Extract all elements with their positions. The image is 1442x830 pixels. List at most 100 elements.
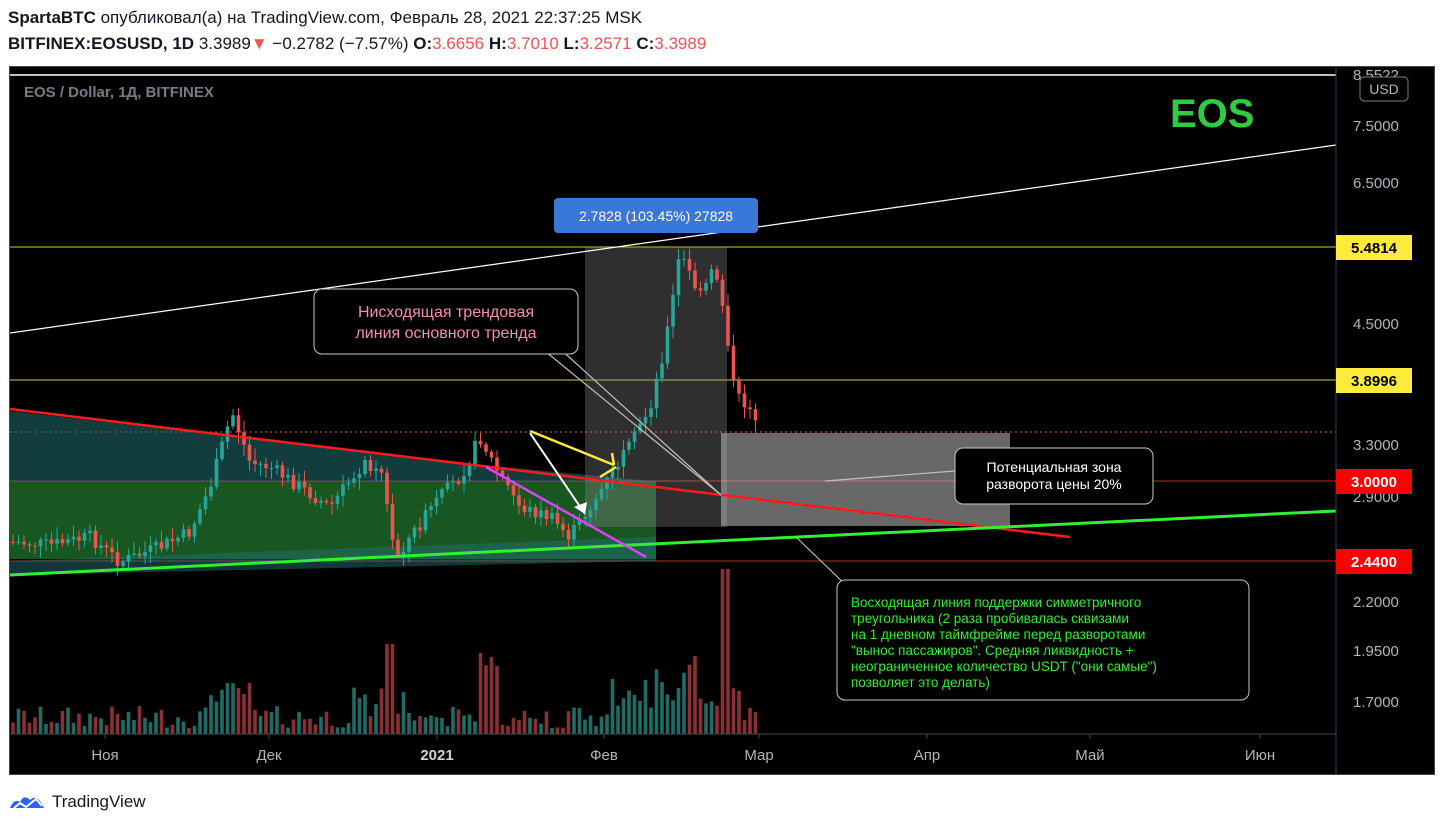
volume-bar	[583, 719, 587, 734]
magenta-trend-line[interactable]	[485, 465, 647, 559]
volume-bar	[264, 710, 268, 734]
candle-body	[643, 416, 648, 424]
candle-body	[473, 440, 477, 464]
volume-bar	[220, 689, 224, 734]
author-name[interactable]: SpartaBTC	[8, 8, 96, 27]
candle-body	[49, 539, 54, 544]
candle-body	[709, 269, 714, 284]
candle-body	[236, 415, 241, 433]
symbol-name[interactable]: BITFINEX:EOSUSD, 1D	[8, 34, 195, 53]
candle-body	[11, 542, 15, 543]
time-tick: Июн	[1245, 747, 1275, 764]
callout-downtrend-box[interactable]	[313, 288, 579, 355]
volume-bar	[473, 721, 477, 734]
candle-body	[143, 552, 147, 556]
volume-bar	[121, 720, 125, 734]
callout-zone-line2: разворота цены 20%	[986, 476, 1121, 492]
price-tick: 3.3000	[1353, 437, 1399, 454]
price-badge-2-4400	[1336, 549, 1412, 574]
triangle-zone-bottom[interactable]	[10, 537, 656, 575]
candle-body	[203, 496, 208, 510]
volume-bar	[572, 707, 576, 734]
price-tick: 2.2000	[1353, 594, 1399, 611]
volume-bar	[698, 698, 703, 734]
candle-body	[489, 451, 494, 458]
volume-bar	[363, 694, 367, 734]
volume-bar	[500, 724, 505, 734]
volume-bar	[693, 656, 697, 734]
volume-bar	[742, 720, 747, 734]
volume-bar	[682, 672, 686, 734]
candle-body	[423, 510, 428, 531]
volume-bar	[528, 717, 532, 734]
volume-bar	[588, 715, 593, 734]
candle-body	[451, 481, 455, 483]
volume-bar	[539, 723, 543, 734]
candle-body	[330, 502, 334, 504]
volume-bar	[577, 708, 582, 734]
yellow-arrow-line[interactable]	[529, 429, 615, 467]
candle-body	[187, 529, 191, 537]
volume-bar	[616, 705, 620, 734]
publish-info: SpartaBTC опубликовал(а) на TradingView.…	[8, 8, 642, 28]
candle-body	[258, 463, 263, 465]
volume-bar	[632, 694, 637, 734]
candle-body	[297, 481, 301, 490]
candle-body	[682, 258, 686, 260]
white-arrow-line[interactable]	[529, 432, 586, 515]
time-tick: Май	[1075, 747, 1104, 764]
ascending-channel-line[interactable]	[10, 144, 1337, 334]
volume-bar	[247, 682, 252, 734]
volume-bar	[748, 708, 752, 734]
price-badge-text: 3.0000	[1351, 474, 1397, 491]
candle-body	[445, 482, 450, 490]
volume-bar	[638, 700, 642, 734]
chart-pane[interactable]: EOS / Dollar, 1Д, BITFINEX EOS 2.7828 (1…	[9, 66, 1435, 775]
volume-bar	[286, 727, 290, 734]
triangle-zone-top[interactable]	[10, 411, 650, 481]
volume-bar	[605, 714, 609, 734]
time-tick: Ноя	[91, 747, 118, 764]
candle-body	[198, 509, 202, 524]
currency-button[interactable]	[1359, 76, 1409, 102]
volume-bar	[709, 701, 714, 734]
candle-body	[308, 487, 312, 499]
candle-body	[588, 510, 593, 518]
footer-brand[interactable]: TradingView	[8, 790, 146, 814]
time-axis[interactable]: Ноя Дек 2021 Фев Мар Апр Май Июн	[91, 747, 1275, 764]
measure-label-box[interactable]	[554, 198, 758, 233]
candle-body	[154, 541, 158, 546]
candle-body	[610, 469, 615, 478]
volume-bar	[649, 707, 653, 734]
candle-body	[660, 363, 664, 379]
eos-watermark: EOS	[1170, 92, 1254, 136]
downtrend-line[interactable]	[10, 407, 1071, 539]
candle-body	[561, 523, 565, 530]
candle-body	[159, 541, 164, 549]
candle-body	[467, 463, 472, 476]
candle-body	[632, 431, 637, 442]
volume-bar	[517, 720, 521, 734]
candle-body	[544, 510, 549, 520]
candle-body	[572, 525, 576, 540]
volume-bar	[324, 711, 329, 734]
candle-body	[269, 468, 274, 470]
candle-body	[726, 305, 730, 346]
candle-body	[550, 512, 554, 520]
callout-support-box[interactable]	[836, 579, 1250, 701]
open-value: 3.6656	[432, 34, 485, 53]
high-value: 3.7010	[506, 34, 559, 53]
callout-zone-box[interactable]	[954, 447, 1154, 505]
volume-bar	[390, 644, 395, 734]
volume-bar	[192, 725, 197, 734]
candle-body	[88, 530, 92, 534]
candle-body	[638, 423, 642, 432]
callout-support-line1: Восходящая линия поддержки симметричного	[851, 595, 1141, 610]
candle-body	[555, 512, 560, 524]
candle-body	[522, 505, 527, 512]
chart-canvas[interactable]: EOS / Dollar, 1Д, BITFINEX EOS 2.7828 (1…	[10, 67, 1434, 774]
candle-body	[379, 468, 384, 473]
volume-bar	[726, 569, 730, 734]
support-line[interactable]	[10, 509, 1337, 577]
volume-bar	[660, 682, 664, 734]
